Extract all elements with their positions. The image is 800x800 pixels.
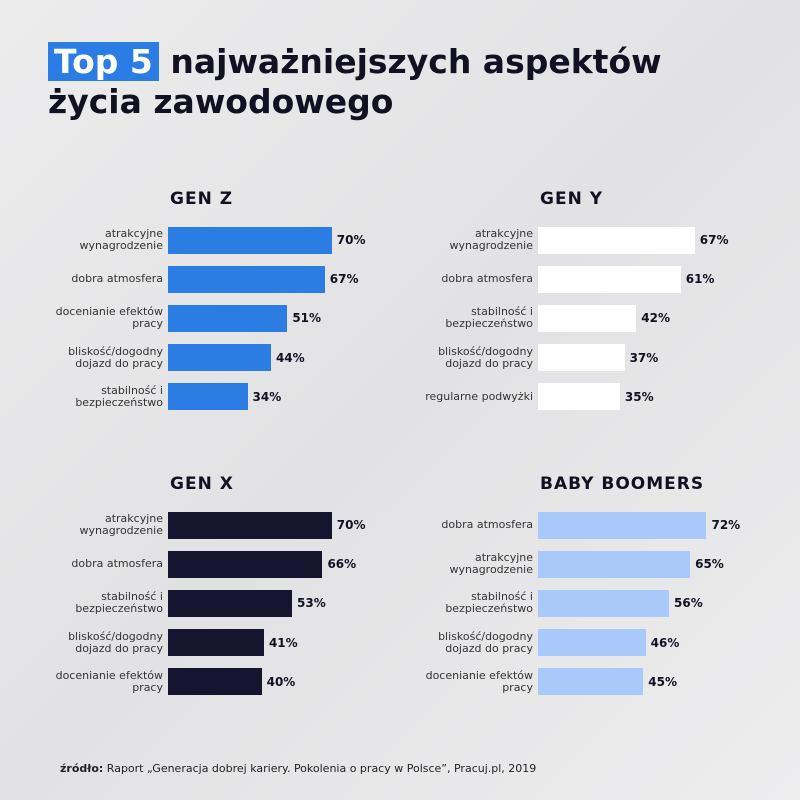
bar <box>538 304 637 332</box>
bar <box>538 668 644 696</box>
value-label: 37% <box>629 350 659 365</box>
value-label: 35% <box>624 389 654 404</box>
value-label: 53% <box>297 596 326 611</box>
bar <box>168 550 323 578</box>
bar <box>538 265 681 293</box>
source-label: źródło: <box>60 762 104 775</box>
value-label: 67% <box>699 233 729 247</box>
bar <box>168 629 264 657</box>
title-highlight: Top 5 <box>48 42 159 81</box>
bar <box>538 550 691 578</box>
bar <box>168 265 325 293</box>
bar <box>168 668 262 696</box>
category-label: dobra atmosfera <box>441 272 533 286</box>
value-label: 66% <box>327 557 357 572</box>
bar <box>538 344 625 372</box>
title: Top 5 najważniejszych aspektów życia zaw… <box>48 42 662 122</box>
value-label: 46% <box>650 635 680 650</box>
category-label: stabilność i bezpieczeństwo <box>445 305 533 331</box>
bar <box>538 589 670 617</box>
category-label: stabilność i bezpieczeństwo <box>75 590 163 616</box>
category-label: docenianie efektów pracy <box>55 305 163 331</box>
value-label: 67% <box>329 272 359 287</box>
category-label: docenianie efektów pracy <box>55 668 163 694</box>
bar <box>168 589 293 617</box>
value-label: 45% <box>648 674 678 689</box>
value-label: 44% <box>275 350 305 365</box>
category-label: dobra atmosfera <box>71 272 163 286</box>
category-label: bliskość/dogodny dojazd do pracy <box>438 629 533 655</box>
title-line: życia zawodowego <box>48 82 394 121</box>
bar <box>538 629 646 657</box>
value-label: 51% <box>292 311 322 326</box>
source: źródło: Raport „Generacja dobrej kariery… <box>60 762 536 775</box>
category-label: dobra atmosfera <box>71 557 163 571</box>
panel-title: GEN X <box>170 474 234 494</box>
category-label: stabilność i bezpieczeństwo <box>445 590 533 616</box>
category-label: bliskość/dogodny dojazd do pracy <box>438 344 533 370</box>
bar <box>168 511 332 539</box>
bar <box>538 511 707 539</box>
bar <box>168 344 271 372</box>
panel-title: GEN Z <box>170 189 234 209</box>
bar <box>538 226 695 254</box>
title-line: najważniejszych aspektów <box>170 42 662 81</box>
panel-title: GEN Y <box>540 189 604 209</box>
value-label: 34% <box>252 389 282 404</box>
bar <box>168 383 248 411</box>
panel-title: BABY BOOMERS <box>540 474 705 494</box>
category-label: atrakcyjne wynagrodzenie <box>449 227 533 252</box>
value-label: 40% <box>266 674 296 689</box>
value-label: 70% <box>336 233 366 247</box>
category-label: bliskość/dogodny dojazd do pracy <box>68 629 163 655</box>
value-label: 42% <box>641 311 670 326</box>
value-label: 41% <box>268 635 298 650</box>
category-label: docenianie efektów pracy <box>425 668 533 694</box>
source-text: Raport „Generacja dobrej kariery. Pokole… <box>106 762 537 775</box>
category-label: atrakcyjne wynagrodzenie <box>79 227 163 252</box>
category-label: atrakcyjne wynagrodzenie <box>449 551 533 577</box>
category-label: regularne podwyżki <box>425 389 533 403</box>
value-label: 56% <box>674 596 703 611</box>
value-label: 72% <box>711 518 741 532</box>
category-label: bliskość/dogodny dojazd do pracy <box>68 344 163 370</box>
bar <box>538 383 620 411</box>
category-label: atrakcyjne wynagrodzenie <box>79 512 163 537</box>
bar <box>168 226 332 254</box>
category-label: stabilność i bezpieczeństwo <box>75 383 163 409</box>
value-label: 61% <box>685 272 715 287</box>
category-label: dobra atmosfera <box>441 518 533 531</box>
value-label: 70% <box>336 518 366 532</box>
value-label: 65% <box>695 557 724 572</box>
bar <box>168 304 288 332</box>
